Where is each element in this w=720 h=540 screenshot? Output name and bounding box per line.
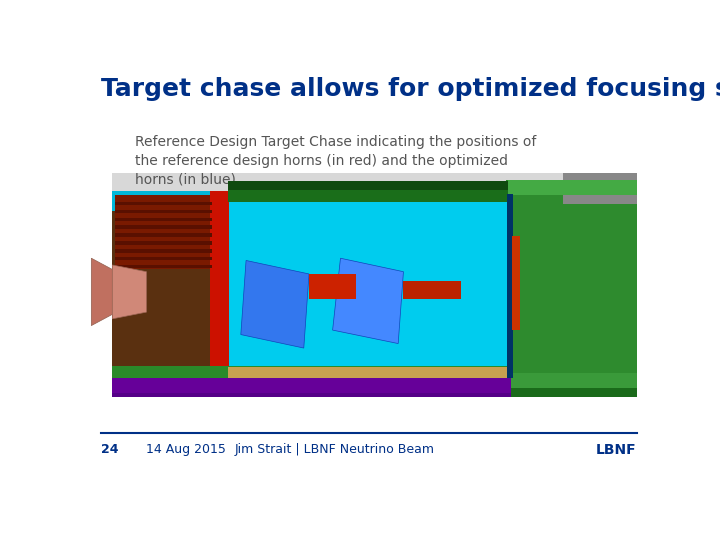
- FancyBboxPatch shape: [112, 379, 511, 393]
- Text: LBNF: LBNF: [596, 443, 637, 457]
- Polygon shape: [333, 258, 403, 343]
- FancyBboxPatch shape: [115, 257, 212, 260]
- FancyBboxPatch shape: [115, 241, 212, 245]
- FancyBboxPatch shape: [228, 190, 508, 202]
- FancyBboxPatch shape: [115, 202, 212, 205]
- FancyBboxPatch shape: [115, 233, 212, 237]
- Text: 14 Aug 2015: 14 Aug 2015: [145, 443, 225, 456]
- Polygon shape: [240, 260, 309, 348]
- Text: Target chase allows for optimized focusing systems: Target chase allows for optimized focusi…: [101, 77, 720, 102]
- FancyBboxPatch shape: [115, 195, 212, 269]
- FancyBboxPatch shape: [115, 265, 212, 268]
- FancyBboxPatch shape: [512, 236, 520, 330]
- FancyBboxPatch shape: [507, 194, 513, 379]
- Text: 24: 24: [101, 443, 119, 456]
- FancyBboxPatch shape: [115, 225, 212, 229]
- FancyBboxPatch shape: [228, 367, 508, 379]
- FancyBboxPatch shape: [564, 173, 637, 204]
- FancyBboxPatch shape: [505, 180, 637, 388]
- Polygon shape: [403, 281, 461, 299]
- FancyBboxPatch shape: [115, 249, 212, 253]
- FancyBboxPatch shape: [508, 180, 637, 195]
- FancyBboxPatch shape: [210, 191, 229, 375]
- Polygon shape: [91, 258, 112, 326]
- FancyBboxPatch shape: [112, 191, 511, 375]
- Polygon shape: [309, 274, 356, 299]
- FancyBboxPatch shape: [115, 218, 212, 221]
- Text: Reference Design Target Chase indicating the positions of
the reference design h: Reference Design Target Chase indicating…: [135, 136, 536, 186]
- FancyBboxPatch shape: [115, 210, 212, 213]
- Polygon shape: [112, 265, 146, 319]
- FancyBboxPatch shape: [228, 181, 508, 190]
- FancyBboxPatch shape: [508, 388, 637, 397]
- FancyBboxPatch shape: [112, 173, 637, 397]
- Text: Jim Strait | LBNF Neutrino Beam: Jim Strait | LBNF Neutrino Beam: [235, 443, 435, 456]
- FancyBboxPatch shape: [112, 366, 511, 379]
- FancyBboxPatch shape: [508, 373, 637, 388]
- FancyBboxPatch shape: [228, 202, 508, 368]
- FancyBboxPatch shape: [112, 211, 215, 368]
- FancyBboxPatch shape: [112, 393, 511, 397]
